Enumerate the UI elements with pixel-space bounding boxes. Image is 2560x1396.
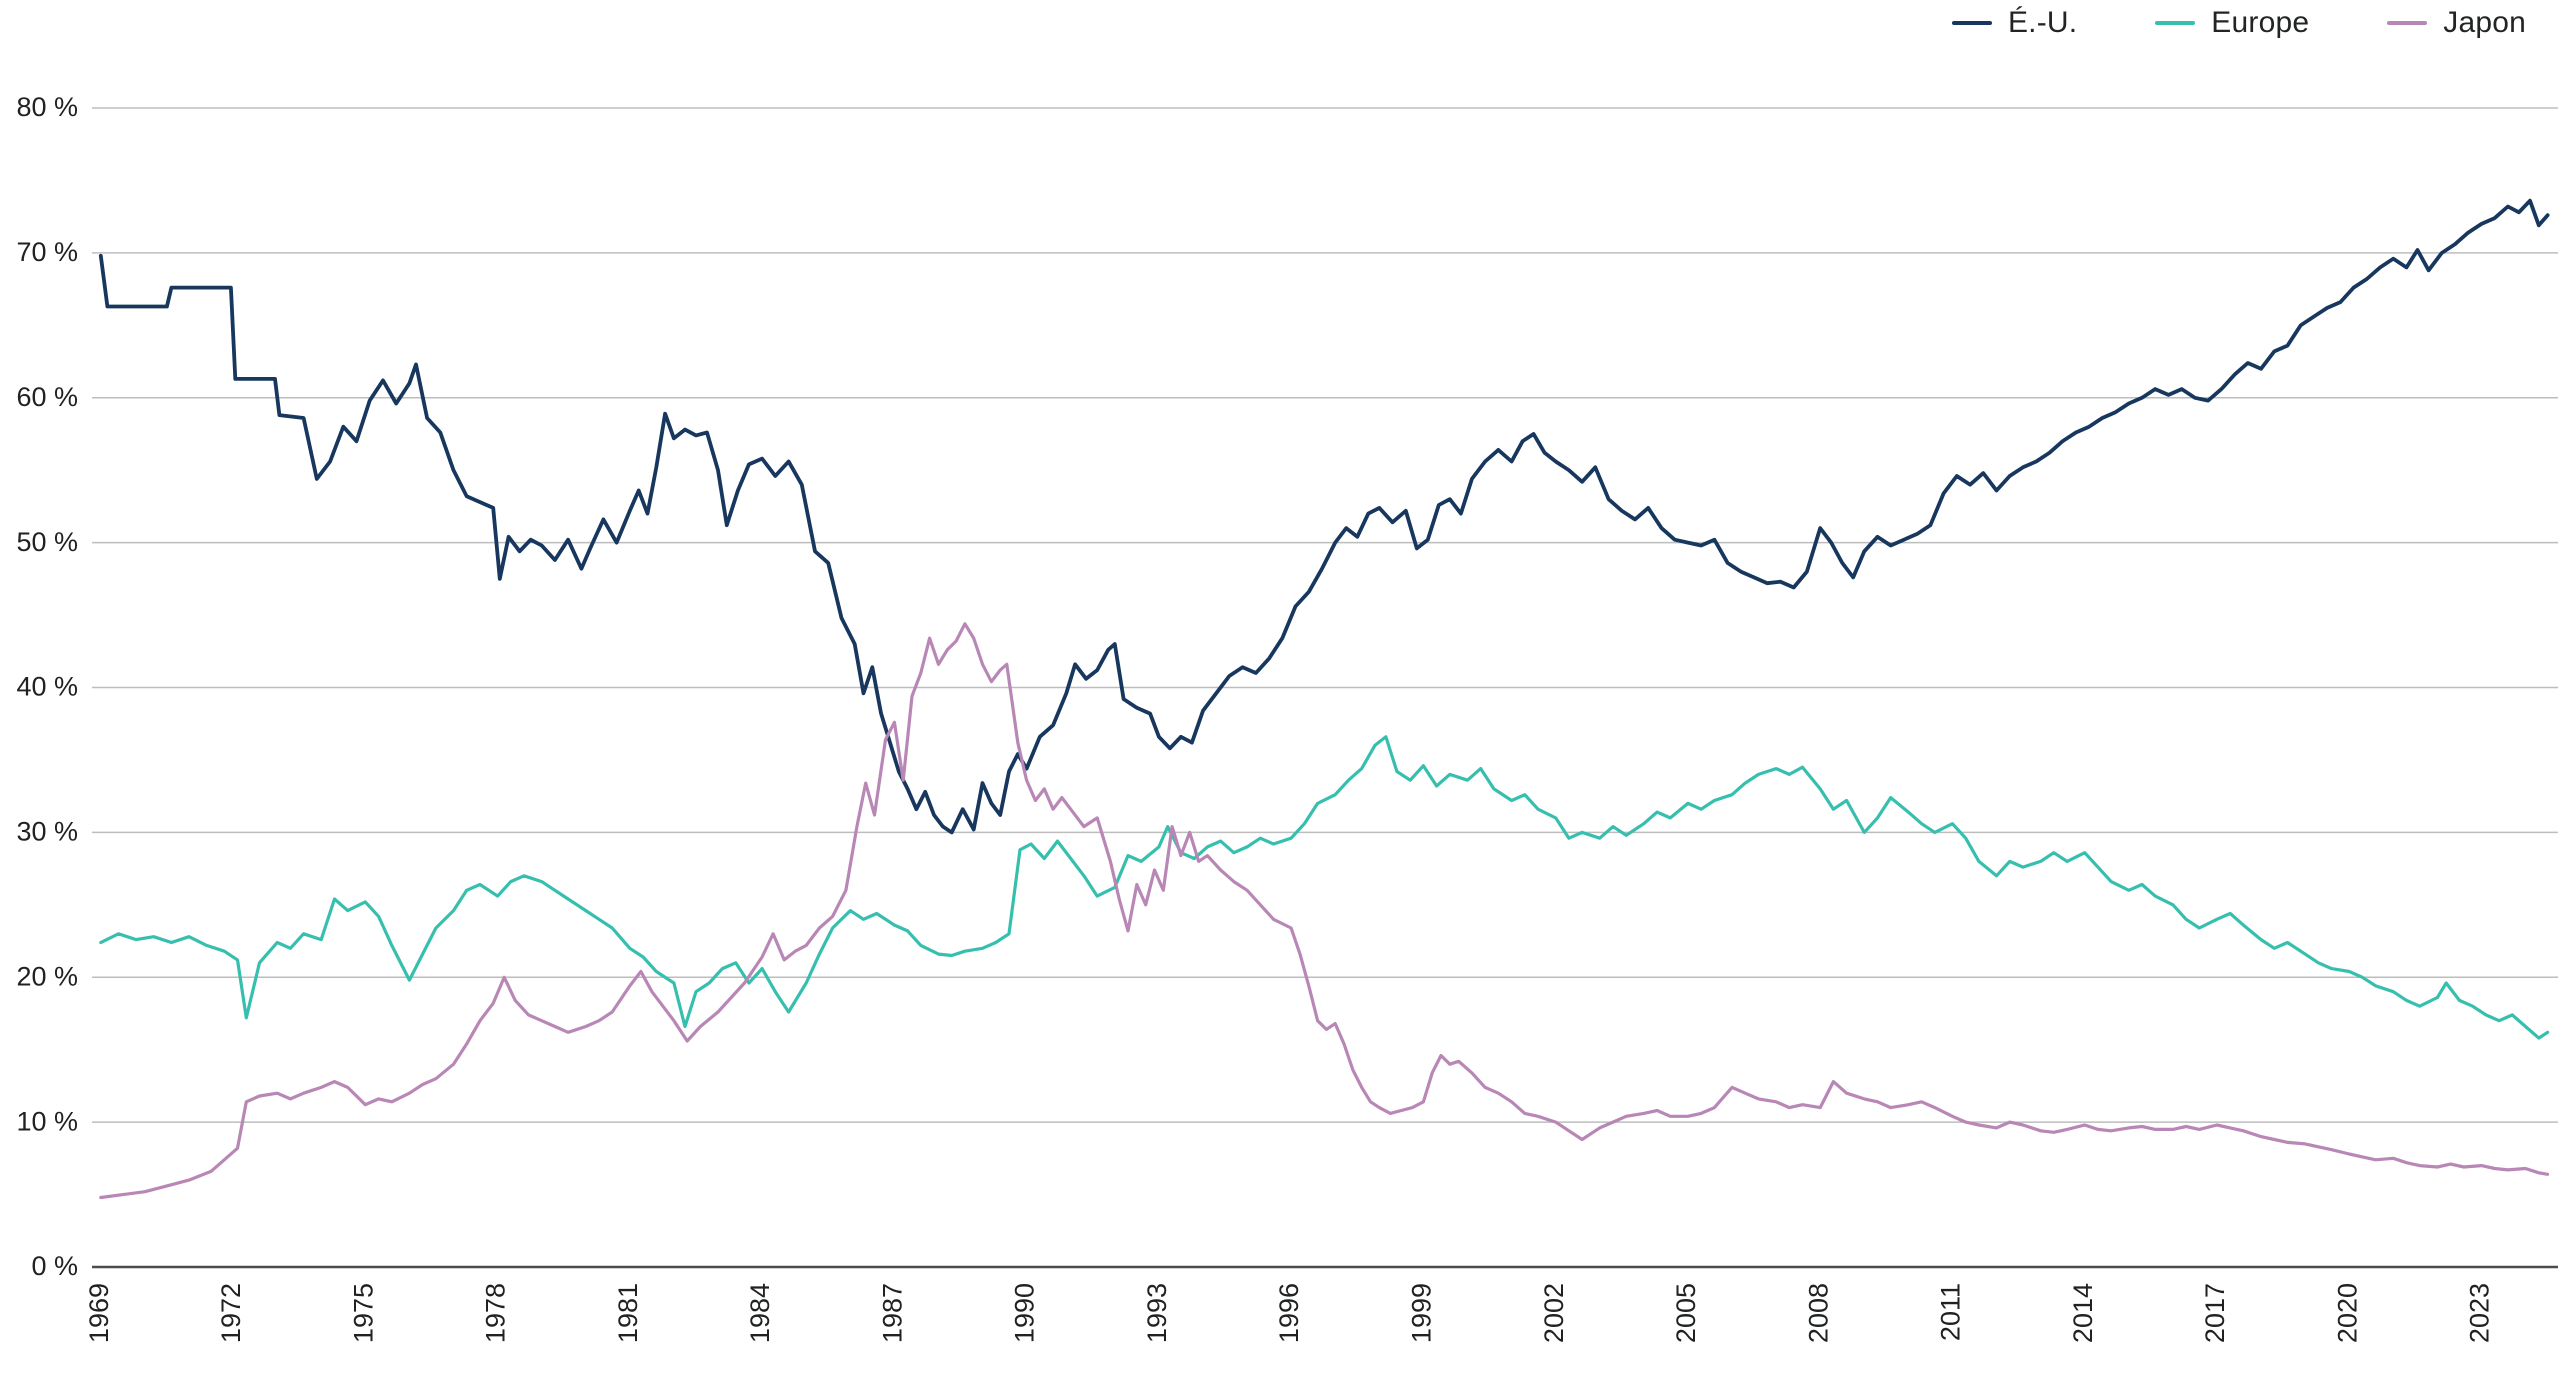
y-tick-label: 80 %	[16, 92, 78, 122]
y-tick-label: 70 %	[16, 237, 78, 267]
legend-item-europe: Europe	[2155, 6, 2309, 40]
legend-item-japan: Japon	[2387, 6, 2526, 40]
x-tick-label: 1972	[216, 1283, 246, 1343]
series-line-japan	[99, 622, 2550, 1200]
legend-swatch-europe	[2155, 21, 2196, 25]
x-tick-label: 1996	[1274, 1283, 1304, 1343]
y-tick-label: 60 %	[16, 382, 78, 412]
legend-label-japan: Japon	[2443, 6, 2526, 39]
x-tick-label: 2005	[1671, 1283, 1701, 1343]
y-tick-label: 0 %	[31, 1251, 78, 1281]
series-line-europe	[99, 735, 2550, 1040]
y-tick-label: 50 %	[16, 527, 78, 557]
legend-label-us: É.-U.	[2007, 6, 2078, 39]
y-tick-label: 40 %	[16, 672, 78, 702]
x-tick-label: 1978	[481, 1283, 511, 1343]
legend-label-europe: Europe	[2211, 6, 2310, 39]
x-tick-label: 2017	[2200, 1283, 2230, 1343]
legend-swatch-us	[1951, 21, 1992, 25]
x-tick-label: 1981	[613, 1283, 643, 1343]
x-tick-label: 1990	[1010, 1283, 1040, 1343]
x-tick-label: 1993	[1142, 1283, 1172, 1343]
x-tick-label: 1975	[348, 1283, 378, 1343]
legend-swatch-japan	[2387, 21, 2428, 25]
x-tick-label: 2023	[2465, 1283, 2495, 1343]
series-line-us	[98, 198, 2550, 835]
y-tick-label: 20 %	[16, 961, 78, 991]
x-tick-label: 1969	[84, 1283, 114, 1343]
x-tick-label: 1999	[1407, 1283, 1437, 1343]
x-tick-label: 2011	[1936, 1283, 1966, 1341]
x-tick-label: 1987	[878, 1283, 908, 1343]
x-tick-label: 2020	[2332, 1283, 2362, 1343]
x-tick-label: 2008	[1803, 1283, 1833, 1343]
x-tick-label: 1984	[745, 1283, 775, 1343]
x-tick-label: 2014	[2068, 1283, 2098, 1343]
legend: É.-U. Europe Japon	[1951, 6, 2526, 40]
y-tick-label: 10 %	[16, 1106, 78, 1136]
y-tick-label: 30 %	[16, 817, 78, 847]
legend-item-us: É.-U.	[1951, 6, 2078, 40]
x-tick-label: 2002	[1539, 1283, 1569, 1343]
